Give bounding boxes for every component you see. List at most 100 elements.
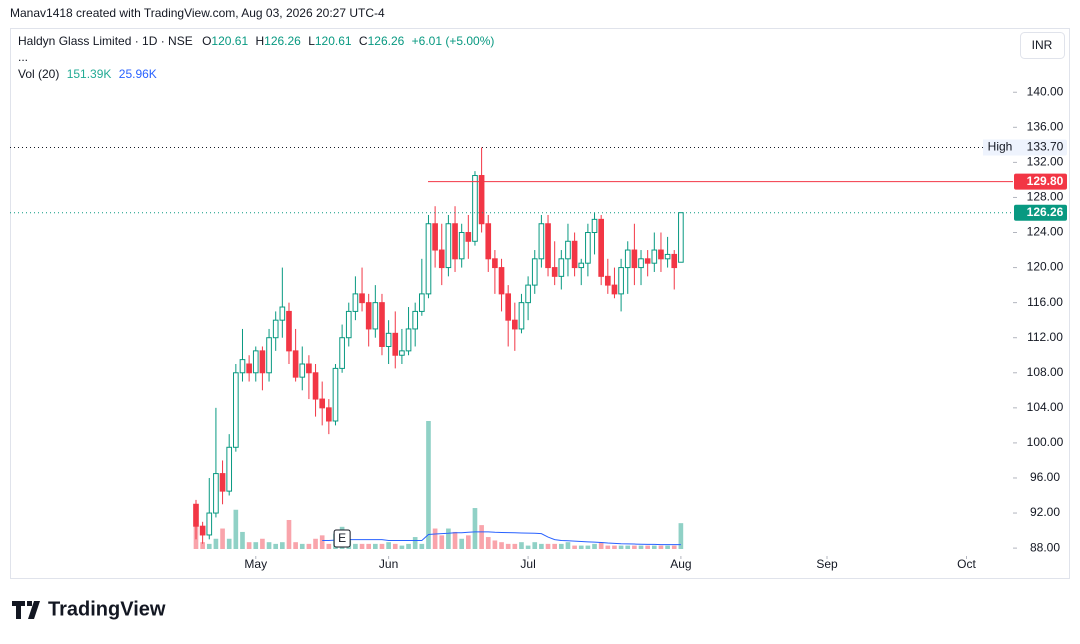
candle-body [445, 223, 452, 269]
y-tick-label: 132.00 [1027, 155, 1064, 169]
candle-body [326, 407, 332, 422]
candle-body [478, 175, 485, 225]
volume-bar [651, 545, 657, 549]
volume-bar [399, 545, 405, 549]
candle-body [359, 293, 365, 304]
y-tick-label: 136.00 [1027, 119, 1064, 133]
label-box [983, 139, 1017, 156]
candle-body [651, 249, 658, 264]
volume-bar [293, 542, 298, 549]
candle-body [206, 512, 213, 536]
volume-bar [319, 535, 325, 549]
candle-body [412, 310, 419, 330]
volume-bar [612, 545, 617, 549]
candle-body [551, 267, 558, 277]
volume-bar [625, 545, 631, 549]
volume-bar [206, 543, 212, 549]
volume-bar [645, 545, 650, 549]
currency-button[interactable] [1020, 32, 1065, 59]
candle-body [611, 284, 618, 295]
earnings-marker [333, 529, 351, 548]
volume-bar [545, 543, 551, 549]
candle-body [438, 249, 445, 269]
volume-ma-line [322, 531, 681, 546]
x-tick-label: Jun [379, 557, 398, 571]
candle-body [199, 525, 206, 536]
volume-bar [200, 542, 205, 549]
logo [12, 601, 40, 619]
candle-body [312, 372, 319, 400]
candle-body [352, 293, 359, 312]
y-tick-label: 88.00 [1030, 540, 1060, 554]
candle-body [345, 310, 352, 339]
volume-bar [539, 543, 544, 549]
volume-bar [485, 537, 491, 549]
symbol: Haldyn Glass Limited · 1D · NSE [18, 34, 193, 48]
volume-bar [605, 545, 611, 549]
volume-bar [665, 545, 670, 549]
candle-body [272, 319, 279, 339]
volume-bar [412, 537, 418, 549]
volume-bar [260, 538, 265, 549]
candle-body [664, 253, 671, 260]
volume-bar [233, 509, 239, 549]
volume-bar [226, 538, 232, 549]
value: 126.26 [368, 34, 405, 48]
credit: Manav1418 created with TradingView.com, … [10, 6, 385, 20]
x-tick-label: May [244, 557, 267, 571]
candle-body [372, 302, 379, 330]
candle-body [405, 328, 412, 352]
candle-body [292, 350, 299, 378]
candle-body [226, 446, 233, 492]
y-tick-label: 100.00 [1027, 435, 1064, 449]
volume-bar [220, 528, 225, 549]
candle-body [518, 302, 525, 330]
candle-body [678, 212, 684, 263]
candle-body [233, 372, 239, 448]
volume-bar [598, 542, 604, 549]
volume-bar [578, 545, 584, 549]
candle-body [485, 223, 492, 260]
volume-bar [280, 542, 285, 549]
volume-bar [313, 538, 318, 549]
volume-bar [326, 543, 332, 549]
candle-body [193, 503, 199, 527]
price-label: 126.26 [1027, 205, 1064, 219]
volume-legend: Vol (20) 151.39K 25.96K [18, 67, 157, 81]
candle-body [392, 332, 399, 356]
volume-bar [638, 545, 644, 549]
candle-body [252, 350, 259, 374]
label: C [359, 34, 368, 48]
volume-bar [446, 528, 451, 549]
y-tick-label: 128.00 [1027, 190, 1064, 204]
label: H [255, 34, 264, 48]
price-label: 133.70 [1027, 140, 1064, 154]
y-tick-label: 124.00 [1027, 225, 1064, 239]
volume-bar [459, 538, 465, 549]
volume-bar [499, 542, 504, 549]
candle-body [465, 232, 472, 242]
more[interactable]: ... [18, 50, 28, 64]
volume-bar [552, 543, 558, 549]
y-tick-label: 120.00 [1027, 260, 1064, 274]
volume-bar [273, 543, 279, 549]
candle-body [618, 267, 624, 295]
candle-body [591, 218, 598, 234]
price-label-box [1014, 139, 1067, 156]
price-label: 129.80 [1027, 174, 1064, 188]
volume-bar [213, 538, 219, 549]
currency[interactable]: INR [1032, 38, 1053, 52]
volume-bar [406, 543, 411, 549]
x-tick-label: Aug [670, 557, 691, 571]
volume-bar [432, 528, 438, 549]
volume-bar [379, 543, 385, 549]
legend-row: Haldyn Glass Limited · 1D · NSE O120.61 … [18, 34, 494, 48]
y-tick-label: 140.00 [1027, 84, 1064, 98]
candle-body [259, 350, 266, 374]
price-line-name: High [988, 140, 1013, 154]
candle-body [419, 293, 425, 312]
candle-body [452, 223, 458, 260]
candle-body [511, 319, 518, 330]
y-tick-label: 108.00 [1027, 365, 1064, 379]
